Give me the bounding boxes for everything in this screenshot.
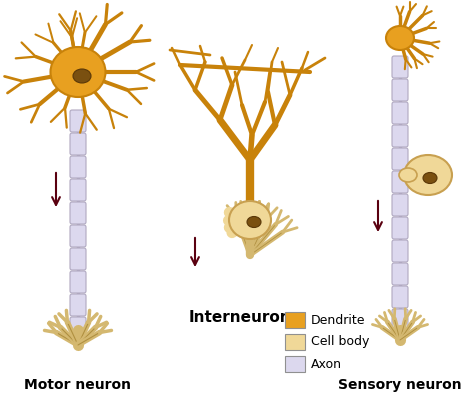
FancyBboxPatch shape <box>392 79 408 101</box>
Text: Interneuron: Interneuron <box>189 310 292 325</box>
FancyBboxPatch shape <box>70 248 86 270</box>
Ellipse shape <box>399 168 417 182</box>
Text: Dendrite: Dendrite <box>311 314 365 326</box>
Text: Motor neuron: Motor neuron <box>25 378 131 392</box>
FancyBboxPatch shape <box>285 312 305 328</box>
FancyBboxPatch shape <box>392 102 408 124</box>
Text: Axon: Axon <box>311 358 342 371</box>
Ellipse shape <box>229 201 271 239</box>
Ellipse shape <box>51 47 106 97</box>
FancyBboxPatch shape <box>70 317 86 332</box>
FancyBboxPatch shape <box>392 263 408 285</box>
Ellipse shape <box>73 69 91 83</box>
FancyBboxPatch shape <box>392 148 408 170</box>
FancyBboxPatch shape <box>70 271 86 293</box>
Text: Cell body: Cell body <box>311 336 369 348</box>
FancyBboxPatch shape <box>70 156 86 178</box>
Text: Sensory neuron: Sensory neuron <box>338 378 462 392</box>
Ellipse shape <box>247 217 261 227</box>
FancyBboxPatch shape <box>70 294 86 316</box>
FancyBboxPatch shape <box>392 194 408 216</box>
FancyBboxPatch shape <box>392 309 408 331</box>
Ellipse shape <box>404 155 452 195</box>
Ellipse shape <box>423 172 437 184</box>
FancyBboxPatch shape <box>70 133 86 155</box>
FancyBboxPatch shape <box>392 286 408 308</box>
FancyBboxPatch shape <box>285 334 305 350</box>
FancyBboxPatch shape <box>70 179 86 201</box>
FancyBboxPatch shape <box>70 110 86 132</box>
FancyBboxPatch shape <box>392 171 408 193</box>
FancyBboxPatch shape <box>70 202 86 224</box>
FancyBboxPatch shape <box>392 56 408 78</box>
FancyBboxPatch shape <box>392 240 408 262</box>
FancyBboxPatch shape <box>285 356 305 372</box>
Ellipse shape <box>386 26 414 50</box>
FancyBboxPatch shape <box>392 217 408 239</box>
FancyBboxPatch shape <box>70 225 86 247</box>
FancyBboxPatch shape <box>392 125 408 147</box>
